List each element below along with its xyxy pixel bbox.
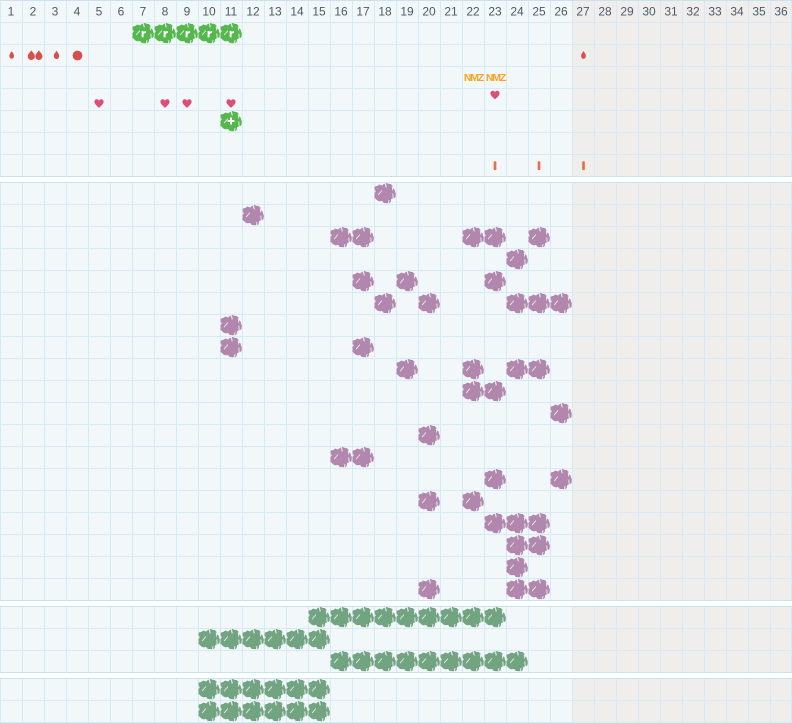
svg-text:20: 20 [422,5,436,19]
svg-text:36: 36 [774,5,788,19]
svg-text:35: 35 [752,5,766,19]
svg-text:1: 1 [8,5,15,19]
svg-text:16: 16 [334,5,348,19]
svg-text:12: 12 [246,5,260,19]
svg-text:NMZ: NMZ [464,72,485,84]
svg-text:10: 10 [202,5,216,19]
svg-text:24: 24 [510,5,524,19]
svg-text:6: 6 [118,5,125,19]
svg-text:21: 21 [444,5,458,19]
svg-text:25: 25 [532,5,546,19]
svg-text:30: 30 [642,5,656,19]
svg-text:27: 27 [576,5,590,19]
svg-text:4: 4 [74,5,81,19]
svg-text:32: 32 [686,5,700,19]
svg-text:23: 23 [488,5,502,19]
svg-text:11: 11 [225,5,238,19]
svg-text:NMZ: NMZ [486,72,507,84]
svg-text:34: 34 [730,5,744,19]
svg-text:31: 31 [664,5,678,19]
svg-text:14: 14 [290,5,304,19]
svg-text:26: 26 [554,5,568,19]
svg-text:28: 28 [598,5,612,19]
svg-text:22: 22 [466,5,480,19]
svg-text:15: 15 [312,5,326,19]
svg-text:18: 18 [378,5,392,19]
svg-text:17: 17 [356,5,370,19]
svg-text:19: 19 [400,5,414,19]
svg-text:2: 2 [30,5,37,19]
svg-text:3: 3 [52,5,59,19]
svg-text:13: 13 [268,5,282,19]
svg-text:33: 33 [708,5,722,19]
svg-text:9: 9 [184,5,191,19]
svg-text:29: 29 [620,5,634,19]
svg-text:5: 5 [96,5,103,19]
svg-text:7: 7 [140,5,147,19]
svg-text:8: 8 [162,5,169,19]
